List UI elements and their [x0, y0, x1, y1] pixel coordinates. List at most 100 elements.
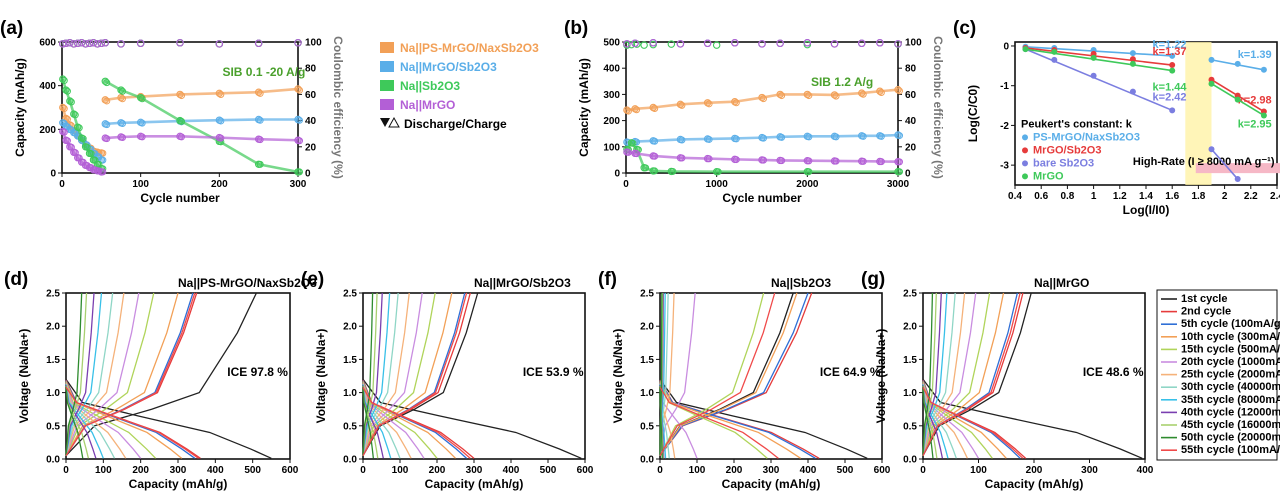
- curve-f-2: [659, 292, 816, 459]
- open-triangle-icon: [388, 116, 400, 128]
- ce-point: [81, 40, 90, 48]
- curve-d-7: [65, 292, 116, 459]
- curve-d-1: [65, 292, 201, 459]
- legend-label: 2nd cycle: [1181, 306, 1231, 318]
- legend-label: 20th cycle (1000mA/g): [1181, 356, 1280, 368]
- x-axis-label-e: Capacity (mAh/g): [425, 477, 524, 491]
- charge-curve: [65, 292, 95, 456]
- ice-label-f: ICE 64.9 %: [820, 365, 881, 379]
- ce-point: [85, 39, 94, 48]
- x-tick-label-f: 400: [800, 465, 817, 476]
- curve-g-1: [922, 292, 1027, 459]
- x-tick-label-c: 0.8: [1060, 191, 1074, 202]
- curve-g-6: [922, 292, 968, 459]
- ce-point: [59, 40, 67, 48]
- plot-frame-b: [625, 41, 899, 174]
- y-tick-label-a: 0: [50, 169, 56, 180]
- charge-curve: [922, 292, 1005, 456]
- series-b-3: [623, 39, 903, 166]
- discharge-curve: [659, 381, 801, 459]
- curve-e-4: [362, 292, 438, 459]
- series-a-3: [59, 39, 303, 176]
- ce-point: [631, 39, 639, 48]
- y2-tick-label-b: 40: [905, 116, 917, 127]
- ce-point: [97, 39, 106, 48]
- data-point: [1234, 176, 1241, 183]
- ce-point: [676, 40, 685, 48]
- legend-label: MrGO: [1033, 170, 1064, 182]
- y-tick-label-e: 2.0: [343, 322, 357, 333]
- x-tick-label-d: 0: [63, 465, 69, 476]
- y2-axis-label-b: Coulombic efficiency (%): [931, 36, 945, 179]
- y2-tick-label-a: 40: [305, 116, 317, 127]
- y-tick-label-e: 0.5: [343, 421, 357, 432]
- ce-point: [857, 39, 866, 48]
- curve-f-11: [659, 292, 663, 459]
- data-point: [1169, 52, 1176, 59]
- ce-point: [640, 41, 648, 49]
- charge-curve: [362, 292, 479, 457]
- x-tick-label-e: 400: [503, 465, 520, 476]
- x-tick-label-f: 600: [874, 465, 891, 476]
- ce-point: [77, 39, 86, 47]
- y-tick-label-c: -1: [1000, 81, 1009, 92]
- y-tick-label-f: 0.5: [640, 421, 654, 432]
- series-line: [625, 140, 898, 173]
- annotation-a: SIB 0.1 -20 A/g: [222, 65, 305, 79]
- data-point: [1051, 56, 1058, 63]
- curve-g-11: [922, 292, 934, 459]
- discharge-curve: [922, 381, 993, 459]
- curve-e-11: [362, 292, 375, 459]
- x-tick-label-c: 1.6: [1165, 191, 1179, 202]
- panel-label-b: (b): [564, 18, 588, 39]
- charge-curve: [362, 292, 391, 456]
- x-tick-label-c: 1.2: [1113, 191, 1127, 202]
- discharge-curve: [362, 386, 471, 459]
- ce-point: [294, 39, 302, 47]
- x-tick-label-d: 600: [282, 465, 299, 476]
- x-tick-label-c: 1.8: [1191, 191, 1205, 202]
- y-tick-label-a: 600: [39, 38, 56, 49]
- series-line: [626, 88, 899, 112]
- y-tick-label-e: 1.0: [343, 388, 357, 399]
- ce-point: [876, 39, 884, 47]
- legend-label: 5th cycle (100mA/g): [1181, 318, 1280, 330]
- x-tick-label-e: 200: [429, 465, 446, 476]
- legend-label: bare Sb2O3: [1033, 157, 1094, 169]
- peukert-series-3: [1022, 46, 1267, 119]
- curve-f-1: [659, 292, 820, 459]
- data-point: [1169, 67, 1176, 74]
- x-tick-label-b: 2000: [796, 179, 819, 190]
- ce-point: [623, 40, 631, 48]
- ce-point: [803, 39, 812, 47]
- y-tick-label-f: 2.5: [640, 289, 654, 300]
- curve-d-5: [65, 292, 142, 459]
- y-tick-label-b: 300: [603, 90, 620, 101]
- discharge-curve: [362, 386, 375, 459]
- ce-point: [215, 40, 224, 48]
- charge-curve: [659, 292, 696, 456]
- cycle-legend-item-5: 20th cycle (1000mA/g): [1161, 356, 1280, 368]
- y-tick-label-d: 0.0: [46, 455, 60, 466]
- peukert-legend-item-1: MrGO/Sb2O3: [1022, 144, 1101, 156]
- discharge-curve: [659, 380, 816, 459]
- curve-e-12: [362, 292, 471, 459]
- x-axis-label-f: Capacity (mAh/g): [722, 477, 821, 491]
- ce-point: [894, 40, 902, 48]
- x-tick-label-g: 0: [920, 465, 926, 476]
- y-axis-label-d: Voltage (Na/Na+): [17, 329, 31, 424]
- ce-point: [89, 39, 98, 47]
- y-tick-label-c: 0: [1003, 41, 1009, 52]
- legend-label: PS-MrGO/NaxSb2O3: [1033, 131, 1140, 143]
- capacity-point-charge: [624, 107, 632, 115]
- discharge-curve: [922, 383, 968, 459]
- legend-label: Na||PS-MrGO/NaxSb2O3: [400, 41, 539, 55]
- y2-tick-label-b: 0: [905, 169, 911, 180]
- legend-marker-label: Discharge/Charge: [404, 117, 507, 131]
- discharge-curve: [922, 386, 934, 459]
- x-tick-label-e: 500: [540, 465, 557, 476]
- peukert-legend-title: Peukert's constant: k: [1021, 118, 1133, 130]
- capacity-point-charge: [642, 164, 650, 172]
- high-rate-arrow-icon: [1195, 163, 1280, 174]
- ice-label-e: ICE 53.9 %: [523, 365, 584, 379]
